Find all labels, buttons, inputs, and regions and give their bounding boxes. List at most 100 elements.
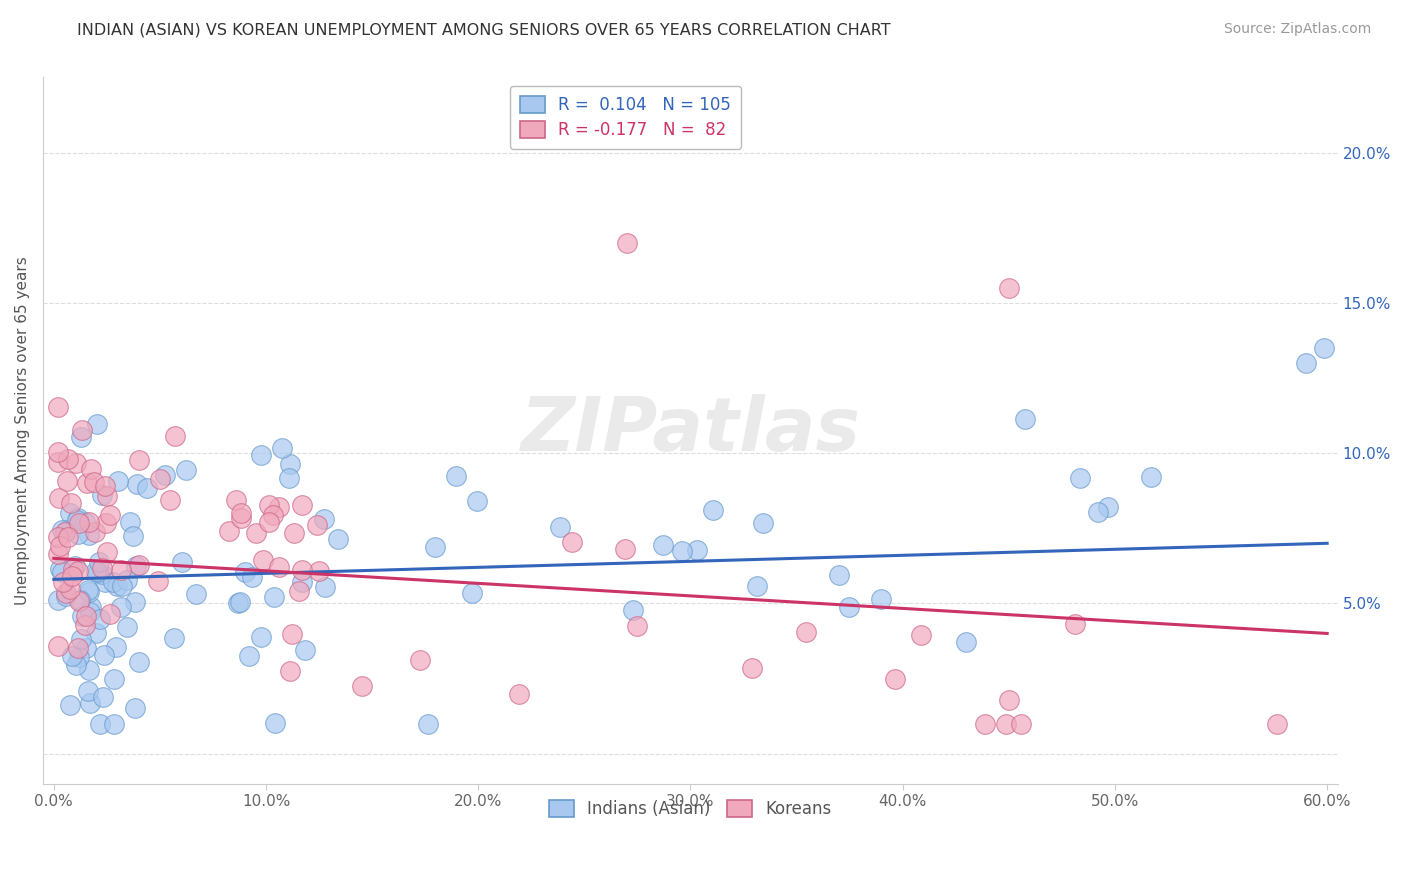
Point (77, 528, 100, 542)
Point (1097, 500, 1119, 515)
Point (75, 608, 97, 623)
Point (59, 507, 82, 521)
Point (155, 467, 177, 482)
Y-axis label: Unemployment Among Seniors over 65 years: Unemployment Among Seniors over 65 years (15, 256, 30, 605)
Point (263, 590, 285, 604)
Point (117, 620, 139, 634)
Point (252, 552, 274, 566)
Point (67, 594, 90, 608)
Point (1010, 716, 1032, 731)
Point (67, 650, 90, 665)
Point (229, 506, 252, 520)
Point (226, 596, 249, 610)
Point (281, 627, 304, 641)
Point (308, 565, 330, 579)
Point (73, 617, 96, 632)
Point (111, 579, 134, 593)
Point (55, 523, 77, 537)
Point (46, 547, 69, 561)
Point (67, 516, 90, 531)
Point (76, 475, 98, 490)
Point (79, 605, 101, 619)
Point (55, 589, 77, 603)
Point (94, 516, 117, 530)
Point (69, 429, 91, 443)
Point (291, 563, 314, 577)
Point (110, 563, 132, 577)
Point (1014, 412, 1036, 426)
Point (278, 471, 301, 485)
Point (1139, 470, 1161, 484)
Point (267, 500, 290, 514)
Point (89, 555, 111, 569)
Point (115, 574, 138, 588)
Point (66, 526, 89, 541)
Point (107, 474, 129, 488)
Point (96, 545, 118, 559)
Point (91, 567, 114, 582)
Point (65, 658, 87, 673)
Point (84, 564, 107, 578)
Point (46, 400, 69, 414)
Point (626, 618, 648, 632)
Point (229, 511, 252, 525)
Point (77, 515, 100, 529)
Point (124, 701, 146, 715)
Point (60, 496, 83, 510)
Point (1064, 616, 1087, 631)
Point (685, 543, 707, 558)
Point (974, 716, 997, 731)
Point (101, 575, 124, 590)
Point (910, 627, 932, 641)
Point (461, 585, 484, 599)
Point (621, 603, 644, 617)
Point (267, 560, 290, 574)
Point (55, 474, 77, 488)
Point (86, 417, 108, 431)
Point (89, 716, 111, 731)
Point (77, 582, 100, 597)
Point (91, 561, 114, 575)
Point (288, 584, 311, 599)
Point (69, 593, 91, 607)
Point (218, 524, 240, 538)
Point (49, 562, 72, 576)
Point (229, 595, 252, 609)
Point (702, 503, 724, 517)
Point (46, 593, 69, 607)
Point (66, 564, 89, 578)
Point (93, 648, 115, 663)
Point (794, 625, 817, 640)
Point (105, 640, 128, 655)
Point (103, 716, 125, 731)
Point (548, 519, 571, 533)
Point (350, 680, 373, 694)
Point (110, 600, 132, 615)
Point (283, 525, 305, 540)
Point (561, 534, 583, 549)
Point (75, 515, 97, 529)
Point (46, 454, 69, 468)
Point (409, 653, 432, 667)
Point (312, 512, 335, 526)
Point (307, 517, 329, 532)
Point (70, 423, 93, 437)
Point (59, 582, 82, 596)
Point (125, 559, 148, 574)
Point (84, 626, 107, 640)
Point (128, 452, 150, 467)
Point (1312, 341, 1334, 355)
Point (249, 448, 271, 462)
Point (186, 587, 208, 601)
Text: Source: ZipAtlas.com: Source: ZipAtlas.com (1223, 22, 1371, 37)
Point (66, 641, 89, 656)
Point (291, 575, 314, 590)
Point (94, 575, 117, 590)
Point (56, 530, 79, 544)
Point (53, 525, 76, 540)
Point (91, 488, 114, 502)
Point (89, 611, 111, 625)
Point (46, 530, 69, 544)
Point (87, 566, 110, 580)
Text: ZIPatlas: ZIPatlas (520, 394, 860, 467)
